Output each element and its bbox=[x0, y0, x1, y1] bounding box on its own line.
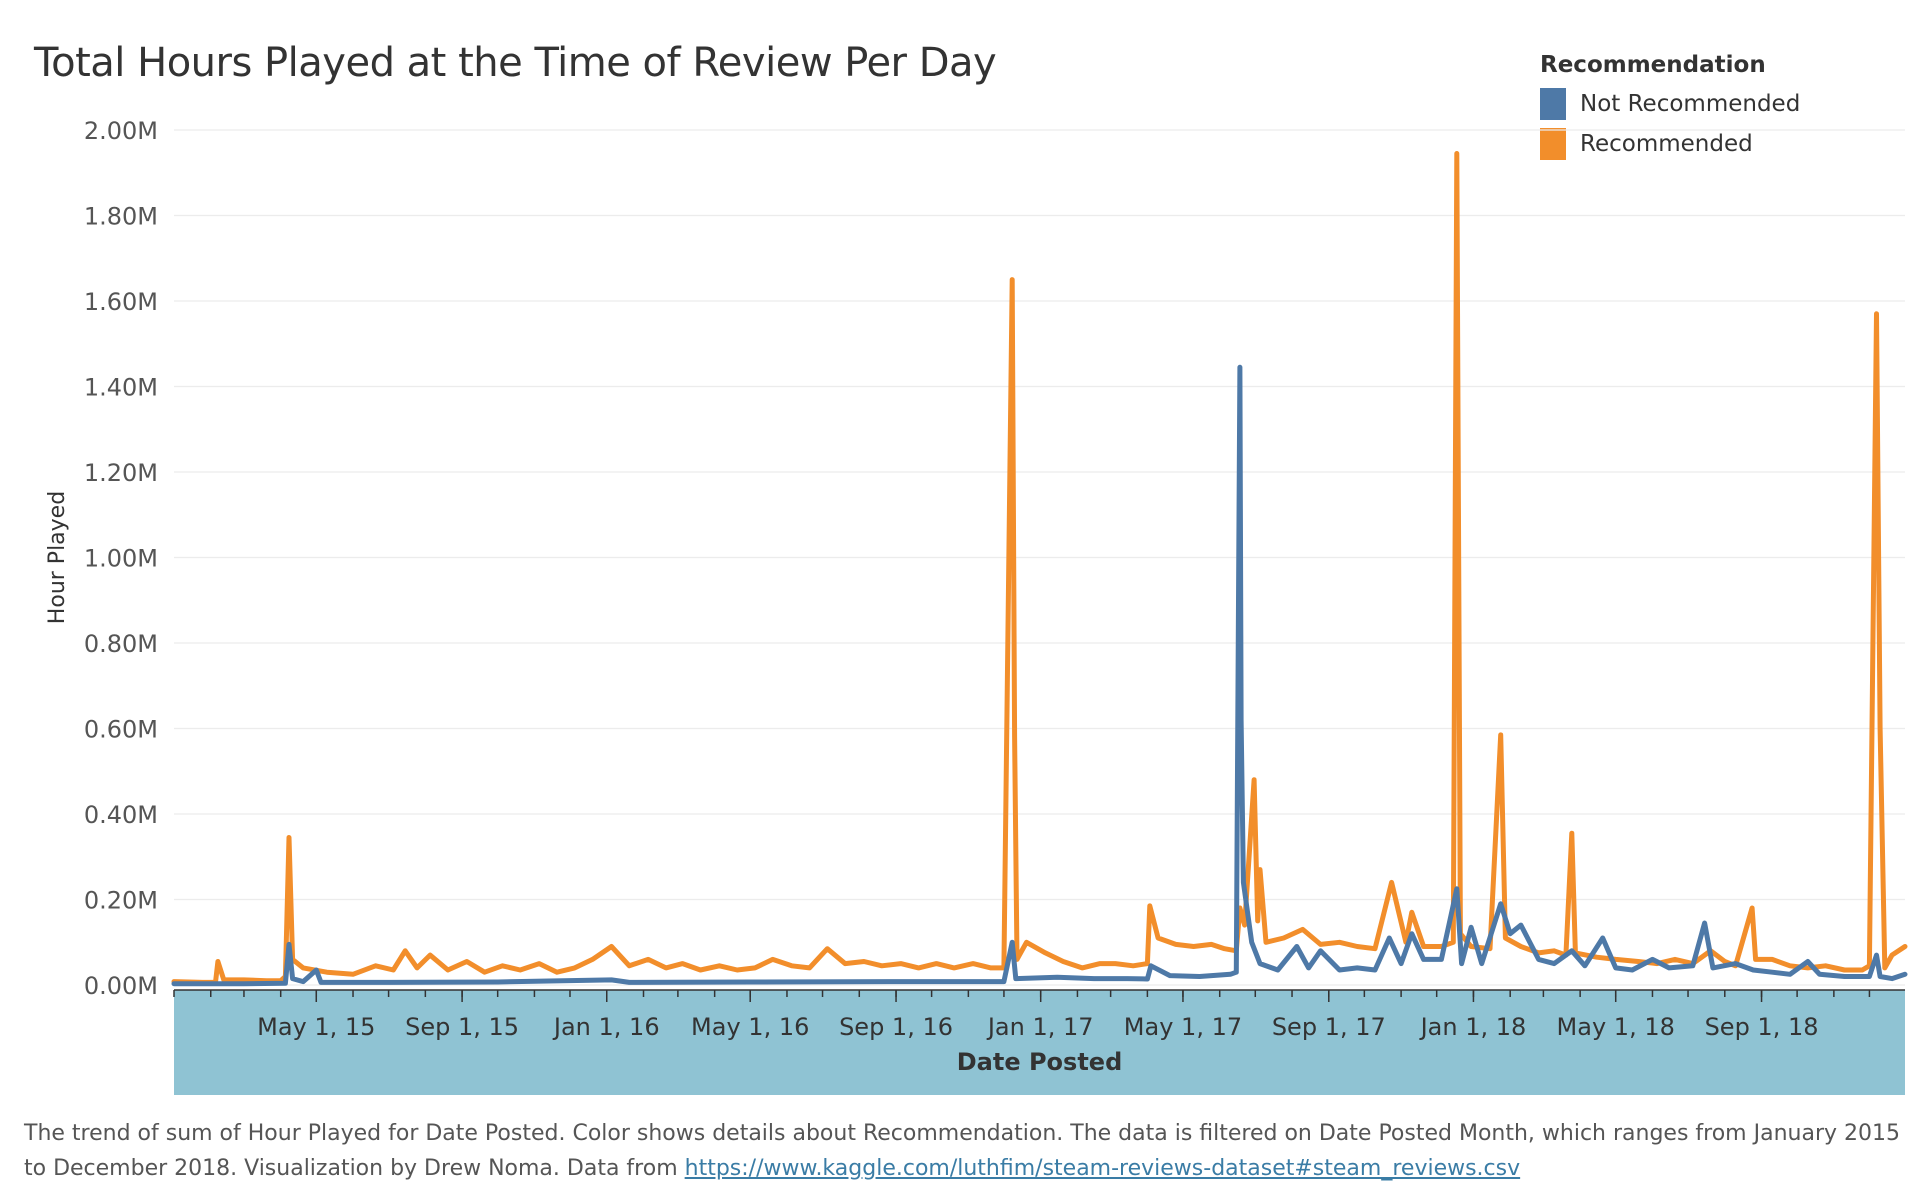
legend-title: Recommendation bbox=[1540, 52, 1766, 78]
x-tick-label: Sep 1, 18 bbox=[1705, 1013, 1819, 1041]
y-tick-label: 0.40M bbox=[84, 801, 158, 829]
chart-caption: The trend of sum of Hour Played for Date… bbox=[24, 1116, 1904, 1186]
line-chart: 0.00M 0.20M 0.40M 0.60M 0.80M 1.00M 1.20M 1.40M… bbox=[45, 117, 1908, 1095]
x-tick-label: Sep 1, 17 bbox=[1272, 1013, 1386, 1041]
y-tick-label: 0.60M bbox=[84, 716, 158, 744]
x-tick-label: Jan 1, 17 bbox=[986, 1013, 1094, 1041]
legend-label-not-recommended: Not Recommended bbox=[1580, 91, 1801, 117]
x-axis-title: Date Posted bbox=[957, 1048, 1123, 1076]
y-axis-title: Hour Played bbox=[45, 491, 70, 624]
y-tick-label: 0.00M bbox=[84, 972, 158, 1000]
y-tick-label: 0.80M bbox=[84, 630, 158, 658]
legend-swatch-recommended bbox=[1540, 128, 1566, 160]
legend-item-recommended[interactable]: Recommended bbox=[1540, 124, 1800, 164]
y-tick-label: 1.40M bbox=[84, 374, 158, 402]
x-tick-label: Jan 1, 18 bbox=[1419, 1013, 1527, 1041]
x-tick-label: May 1, 16 bbox=[691, 1013, 809, 1041]
y-tick-label: 1.00M bbox=[84, 545, 158, 573]
x-tick-label: May 1, 18 bbox=[1557, 1013, 1675, 1041]
y-tick-label: 1.60M bbox=[84, 288, 158, 316]
legend-label-recommended: Recommended bbox=[1580, 131, 1753, 157]
x-tick-label: May 1, 15 bbox=[257, 1013, 375, 1041]
x-tick-label: Sep 1, 16 bbox=[839, 1013, 953, 1041]
legend-item-not-recommended[interactable]: Not Recommended bbox=[1540, 84, 1800, 124]
y-tick-label: 0.20M bbox=[84, 887, 158, 915]
legend: Recommendation Not Recommended Recommend… bbox=[1540, 52, 1800, 164]
y-tick-label: 2.00M bbox=[84, 117, 158, 145]
y-tick-label: 1.20M bbox=[84, 459, 158, 487]
legend-swatch-not-recommended bbox=[1540, 88, 1566, 120]
caption-text: The trend of sum of Hour Played for Date… bbox=[24, 1121, 1900, 1181]
y-tick-label: 1.80M bbox=[84, 203, 158, 231]
source-link[interactable]: https://www.kaggle.com/luthfim/steam-rev… bbox=[684, 1156, 1521, 1181]
x-axis-band bbox=[174, 990, 1905, 1095]
chart-title: Total Hours Played at the Time of Review… bbox=[34, 40, 997, 86]
series-line-recommended bbox=[171, 151, 1908, 985]
series-line-not-recommended bbox=[171, 364, 1908, 987]
x-tick-label: Sep 1, 15 bbox=[405, 1013, 519, 1041]
x-tick-label: May 1, 17 bbox=[1124, 1013, 1242, 1041]
x-tick-label: Jan 1, 16 bbox=[552, 1013, 660, 1041]
